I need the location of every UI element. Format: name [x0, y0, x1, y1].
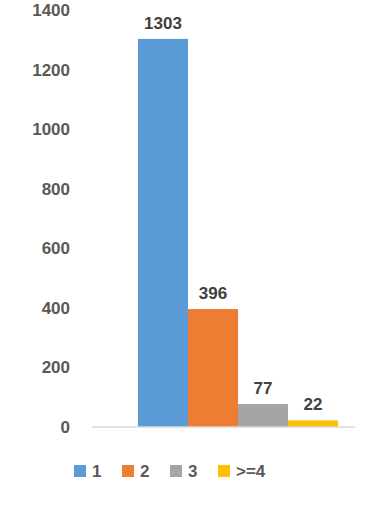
y-tick-label: 800	[42, 180, 70, 199]
tick-mark	[91, 188, 92, 189]
y-tick-label: 1200	[32, 61, 70, 80]
bar	[288, 420, 338, 427]
data-label: 396	[199, 284, 227, 303]
legend: 1 2 3 >=4	[74, 462, 266, 481]
tick-mark	[91, 307, 92, 308]
y-tick-label: 1000	[32, 120, 70, 139]
y-tick-label: 400	[42, 299, 70, 318]
data-label: 1303	[144, 14, 182, 33]
tick-mark	[91, 427, 92, 428]
bar	[188, 309, 238, 427]
bars	[138, 39, 338, 427]
tick-mark	[91, 129, 92, 130]
legend-label: 2	[140, 462, 149, 481]
tick-mark	[91, 248, 92, 249]
y-tick-label: 1400	[32, 1, 70, 20]
y-tick-label: 0	[61, 418, 70, 437]
legend-swatch	[74, 465, 86, 477]
legend-swatch	[122, 465, 134, 477]
tick-mark	[91, 367, 92, 368]
legend-label: 1	[92, 462, 101, 481]
data-label: 22	[304, 395, 323, 414]
chart: 0 200 400 600 800 1000 1200 1400 1303 396 77 22 1 2 3 >…	[0, 0, 386, 516]
legend-swatch	[170, 465, 182, 477]
data-label: 77	[254, 379, 273, 398]
y-tick-label: 600	[42, 239, 70, 258]
x-axis-line	[92, 426, 355, 428]
bar	[138, 39, 188, 427]
bar	[238, 404, 288, 427]
tick-mark	[91, 10, 92, 11]
y-tick-label: 200	[42, 358, 70, 377]
legend-swatch	[218, 465, 230, 477]
tick-mark	[91, 69, 92, 70]
legend-label: >=4	[236, 462, 266, 481]
legend-label: 3	[188, 462, 197, 481]
